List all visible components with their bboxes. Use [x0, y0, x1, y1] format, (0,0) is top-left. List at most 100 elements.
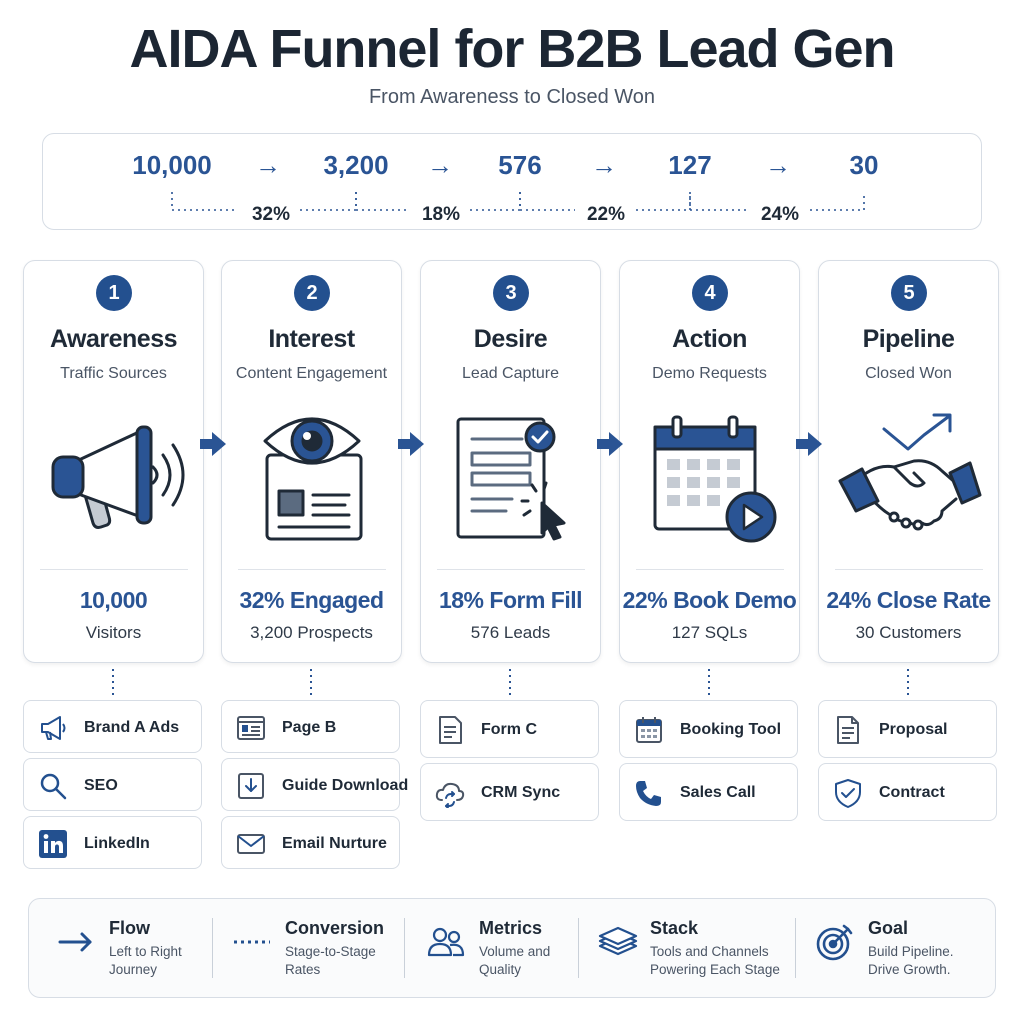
stage-number-badge: 4 [692, 275, 728, 311]
tool-label: Guide Download [282, 777, 409, 794]
megaphone-icon [41, 716, 66, 740]
download-icon [238, 773, 264, 799]
summary-volume-pipeline: 30 [849, 150, 879, 180]
stage-subtitle: Lead Capture [462, 365, 559, 382]
tool-label: Page B [282, 719, 337, 736]
stage-metric-sub: 3,200 Prospects [250, 623, 373, 642]
legend-separator [212, 918, 213, 978]
tool-label: Sales Call [680, 784, 756, 801]
phone-icon [636, 781, 661, 806]
tool-page-b: Page B [221, 700, 400, 753]
search-icon [40, 773, 67, 800]
stage-metric: 24% Close Rate [826, 587, 991, 613]
flow-arrow-icon [597, 432, 623, 456]
legend-title-metrics: Metrics [479, 918, 543, 938]
tool-label: Form C [481, 721, 537, 738]
summary-rate-1: 32% [251, 204, 291, 225]
tool-linkedin: LinkedIn [23, 816, 202, 869]
tool-label: Proposal [879, 721, 948, 738]
stage-card-interest: 2 Interest Content Engagement 32% Engage… [221, 260, 402, 663]
page-subtitle: From Awareness to Closed Won [368, 86, 656, 108]
envelope-icon [237, 834, 265, 854]
form-click-icon [456, 417, 566, 541]
stage-subtitle: Traffic Sources [60, 365, 167, 382]
dotted-connector [708, 669, 710, 695]
tool-label: Contract [879, 784, 945, 801]
stage-number-badge: 1 [96, 275, 132, 311]
handshake-icon [838, 413, 982, 531]
legend-separator [578, 918, 579, 978]
stage-name: Interest [268, 325, 355, 353]
stage-subtitle: Closed Won [865, 365, 952, 382]
stage-metric-sub: 30 Customers [855, 623, 962, 642]
page-title: AIDA Funnel for B2B Lead Gen [129, 19, 895, 79]
tool-crm-sync: CRM Sync [420, 763, 599, 821]
stage-subtitle: Content Engagement [235, 365, 388, 382]
stage-metric: 10,000 [79, 587, 148, 613]
people-icon [427, 927, 465, 957]
legend-title-stack: Stack [650, 918, 699, 938]
tool-label: CRM Sync [481, 784, 561, 801]
arrow-right-icon [58, 932, 92, 952]
flow-arrow-icon [398, 432, 424, 456]
stage-metric: 32% Engaged [239, 587, 384, 613]
tool-contract: Contract [818, 763, 997, 821]
legend-title-flow: Flow [109, 918, 150, 938]
tool-email-nurture: Email Nurture [221, 816, 400, 869]
linkedin-icon [39, 830, 67, 858]
dotted-connector [509, 669, 511, 695]
webpage-icon [237, 716, 265, 740]
legend-desc-goal: Build Pipeline. Drive Growth. [868, 944, 954, 977]
stage-subtitle: Demo Requests [652, 365, 767, 382]
flow-arrow-icon [796, 432, 822, 456]
tool-label: Email Nurture [282, 835, 387, 852]
legend-desc-flow: Left to Right Journey [109, 944, 182, 977]
eye-document-icon [263, 417, 363, 541]
layers-icon [598, 926, 638, 956]
summary-arrow: → [255, 150, 281, 180]
stage-name: Pipeline [862, 325, 955, 353]
stage-card-action: 4 Action Demo Requests 22% Book Demo 127… [619, 260, 800, 663]
tool-sales-call: Sales Call [619, 763, 798, 821]
tool-form-c: Form C [420, 700, 599, 758]
shield-check-icon [835, 779, 861, 808]
legend-panel [28, 898, 996, 998]
target-icon [816, 924, 853, 961]
dotted-connector [112, 669, 114, 695]
stage-card-desire: 3 Desire Lead Capture 18% Form Fill 576 … [420, 260, 601, 663]
summary-rate-4: 24% [760, 204, 800, 225]
summary-rate-2: 18% [421, 204, 461, 225]
conversion-dotted-brackets [171, 192, 865, 211]
stage-name: Action [672, 325, 747, 353]
cloud-sync-icon [435, 782, 465, 808]
tool-brand-a-ads: Brand A Ads [23, 700, 202, 753]
flow-arrow-icon [200, 432, 226, 456]
legend-separator [404, 918, 405, 978]
stage-metric-sub: 127 SQLs [671, 623, 748, 642]
stage-metric: 22% Book Demo [622, 587, 797, 613]
tool-label: Brand A Ads [84, 719, 180, 736]
calendar-icon [636, 717, 662, 743]
summary-arrow: → [765, 150, 791, 180]
summary-volume-action: 127 [668, 150, 712, 180]
megaphone-icon [51, 425, 185, 529]
stage-number-badge: 2 [294, 275, 330, 311]
card-divider [40, 569, 188, 570]
legend-desc-conversion: Stage-to-Stage Rates [285, 944, 376, 977]
document-icon [837, 716, 859, 744]
summary-volume-desire: 576 [498, 150, 542, 180]
stage-metric-sub: 576 Leads [470, 623, 551, 642]
dotted-connector [310, 669, 312, 695]
stage-number-badge: 3 [493, 275, 529, 311]
tool-booking-tool: Booking Tool [619, 700, 798, 758]
dotted-connector [907, 669, 909, 695]
stage-metric: 18% Form Fill [438, 587, 583, 613]
dotted-line-icon [234, 940, 270, 944]
legend-title-goal: Goal [868, 918, 909, 938]
stage-card-awareness: 1 Awareness Traffic Sources 10,000 Visit… [23, 260, 204, 663]
summary-arrow: → [427, 150, 453, 180]
legend-separator [795, 918, 796, 978]
legend-title-conversion: Conversion [285, 918, 385, 938]
card-divider [437, 569, 585, 570]
stage-number-badge: 5 [891, 275, 927, 311]
